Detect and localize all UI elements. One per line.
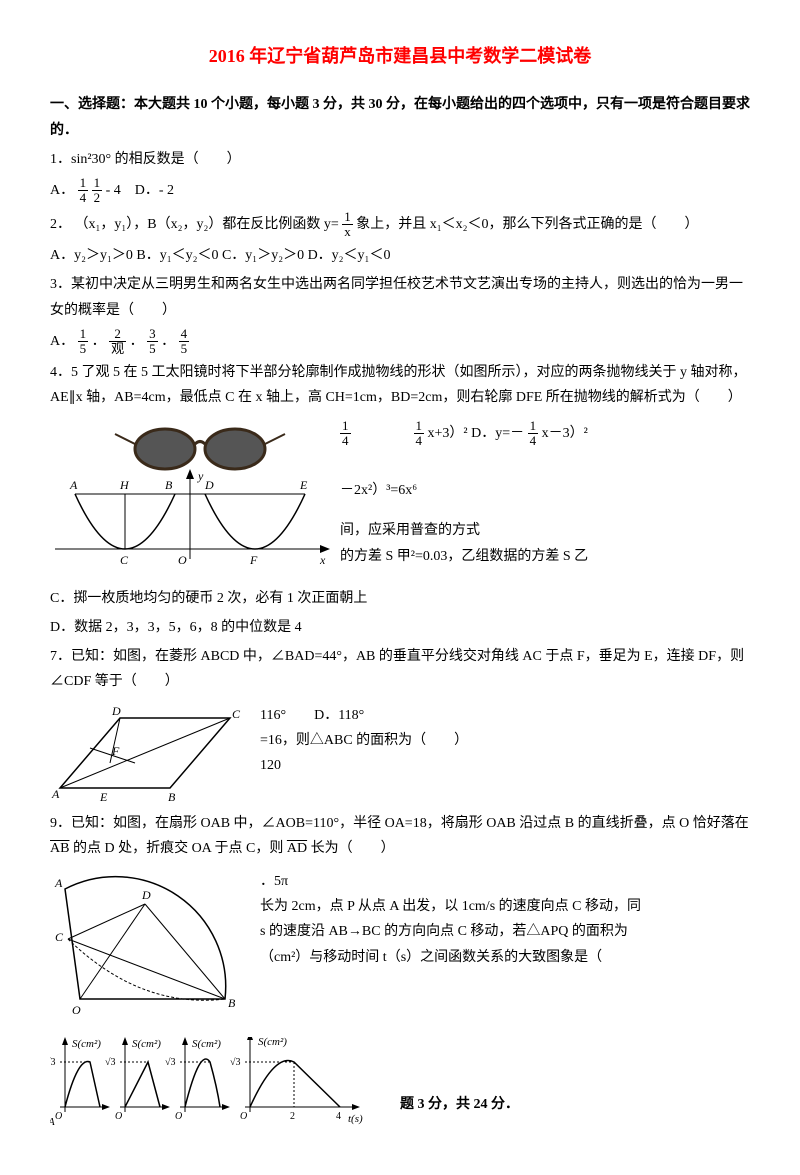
q3-options: A． 15 ． 2观 ． 35 ． 45 (50, 327, 750, 357)
svg-text:O: O (175, 1111, 182, 1122)
section1-header: 一、选择题：本大题共 10 个小题，每小题 3 分，共 30 分，在每小题给出的… (50, 92, 750, 142)
svg-text:A: A (50, 1116, 55, 1127)
svg-text:B: B (228, 996, 236, 1010)
q6-line2: 的方差 S 甲²=0.03，乙组数据的方差 S 乙 (340, 544, 588, 569)
q2: 2． （x₁，y₁），B（x₂，y₂）都在反比例函数 y= 1x 象上，并且 x… (50, 210, 750, 240)
q1: 1．sin²30° 的相反数是（ ） (50, 147, 750, 172)
dot: ． (161, 334, 175, 349)
frac: 12 (92, 176, 103, 206)
svg-text:√3: √3 (230, 1057, 241, 1068)
rhombus-figure: A B C D E F (50, 703, 250, 803)
q9-t1: 9．已知：如图，在扇形 OAB 中，∠AOB=110°，半径 OA=18，将扇形… (50, 816, 749, 831)
frac: 45 (179, 327, 190, 357)
svg-text:S(cm²): S(cm²) (132, 1038, 161, 1050)
q2-mid1: （x₁，y₁），B（x₂，y₂）都在反比例函数 y= (75, 217, 339, 232)
svg-text:S(cm²): S(cm²) (192, 1038, 221, 1050)
svg-text:B: B (165, 478, 173, 492)
q10-l3: （cm²）与移动时间 t（s）之间函数关系的大致图象是（ (260, 945, 641, 970)
frac: 14 (414, 419, 425, 449)
sunglasses-figure: y x A H B D E C O F (50, 419, 330, 569)
arc-AB: AB (50, 841, 69, 856)
svg-text:A: A (69, 478, 78, 492)
frac: 35 (147, 327, 158, 357)
svg-text:B: B (168, 790, 176, 803)
frac: 15 (78, 327, 89, 357)
svg-text:D: D (141, 888, 151, 902)
svg-text:E: E (299, 478, 308, 492)
svg-text:F: F (249, 553, 258, 567)
q10-l2: s 的速度沿 AB→BC 的方向向点 C 移动，若△APQ 的面积为 (260, 919, 641, 944)
q2-options: A．y₂＞y₁＞0 B．y₁＜y₂＜0 C．y₁＞y₂＞0 D．y₂＜y₁＜0 (50, 243, 750, 268)
frac: 1x (342, 210, 353, 240)
q10-l1: 长为 2cm，点 P 从点 A 出发，以 1cm/s 的速度向点 C 移动，同 (260, 894, 641, 919)
q9-opts: ．5π (260, 869, 641, 894)
q4: 4．5 了观 5 在 5 工太阳镜时将下半部分轮廓制作成抛物线的形状（如图所示）… (50, 360, 750, 410)
q8: =16，则△ABC 的面积为（ ） (260, 728, 468, 753)
svg-text:S(cm²): S(cm²) (72, 1038, 101, 1050)
svg-text:D: D (111, 704, 121, 718)
q8-opts: 120 (260, 753, 468, 778)
q1-options: A． 14 12 - 4 D．- 2 (50, 176, 750, 206)
q10-graphs: S(cm²) √3 O S(cm²) √3 O S(cm²) √3 O (50, 1037, 390, 1127)
svg-text:x: x (319, 553, 326, 567)
q1-optA-prefix: A． (50, 183, 74, 198)
svg-text:C: C (232, 707, 241, 721)
frac: 14 (78, 176, 89, 206)
svg-text:H: H (119, 478, 130, 492)
svg-text:2: 2 (290, 1111, 295, 1122)
svg-text:F: F (111, 744, 120, 758)
q9: 9．已知：如图，在扇形 OAB 中，∠AOB=110°，半径 OA=18，将扇形… (50, 811, 750, 861)
q3: 3．某初中决定从三明男生和两名女生中选出两名同学担任校艺术节文艺演出专场的主持人… (50, 272, 750, 322)
svg-text:t(s): t(s) (348, 1113, 363, 1125)
dot: ． (92, 334, 106, 349)
svg-text:E: E (99, 790, 108, 803)
page-title: 2016 年辽宁省葫芦岛市建昌县中考数学二模试卷 (50, 40, 750, 72)
q6-d: D．数据 2，3，3，5，6，8 的中位数是 4 (50, 615, 750, 640)
svg-text:C: C (55, 930, 64, 944)
q4-opt-line1: 14 14 x+3）² D．y=－ 14 x－3）² (340, 419, 588, 449)
svg-text:y: y (197, 469, 204, 483)
q6-line1: 间，应采用普查的方式 (340, 518, 588, 543)
frac: 14 (528, 419, 539, 449)
frac: 2观 (109, 327, 126, 357)
q3-optA: A． (50, 334, 74, 349)
svg-text:O: O (240, 1111, 247, 1122)
svg-text:√3: √3 (50, 1057, 56, 1068)
svg-text:O: O (178, 553, 187, 567)
svg-text:D: D (204, 478, 214, 492)
sector-figure: A D C O B (50, 869, 250, 1029)
svg-text:O: O (72, 1003, 81, 1017)
q1-optA-suffix: - 4 D．- 2 (106, 183, 174, 198)
svg-text:O: O (115, 1111, 122, 1122)
q2-prefix: 2． (50, 217, 71, 232)
svg-text:O: O (55, 1111, 62, 1122)
svg-text:C: C (120, 553, 129, 567)
frac: 14 (340, 419, 351, 449)
svg-text:S(cm²): S(cm²) (258, 1037, 287, 1048)
q7-figure-row: A B C D E F 116° D．118° =16，则△ABC 的面积为（ … (50, 703, 750, 803)
dot: ． (130, 334, 144, 349)
svg-text:A: A (51, 787, 60, 801)
svg-text:√3: √3 (105, 1057, 116, 1068)
q5: －2x²）³=6x⁶ (340, 478, 588, 503)
svg-text:√3: √3 (165, 1057, 176, 1068)
q10-graphs-row: S(cm²) √3 O S(cm²) √3 O S(cm²) √3 O (50, 1037, 750, 1127)
q9-t3: 长为（ ） (311, 841, 395, 856)
section2-header: 题 3 分，共 24 分． (400, 1097, 519, 1112)
q4-figure-row: y x A H B D E C O F 14 (50, 419, 750, 578)
arc-AD: AD (287, 841, 307, 856)
q6-c: C．掷一枚质地均匀的硬币 2 次，必有 1 次正面朝上 (50, 586, 750, 611)
q9-t2: 的点 D 处，折痕交 OA 于点 C，则 (73, 841, 287, 856)
svg-text:4: 4 (336, 1111, 341, 1122)
q7-opts: 116° D．118° (260, 703, 468, 728)
q7: 7．已知：如图，在菱形 ABCD 中，∠BAD=44°，AB 的垂直平分线交对角… (50, 644, 750, 694)
q9-figure-row: A D C O B ．5π 长为 2cm，点 P 从点 A 出发，以 1cm/s… (50, 869, 750, 1029)
svg-text:A: A (54, 876, 63, 890)
q2-mid2: 象上，并且 x₁＜x₂＜0，那么下列各式正确的是（ ） (356, 217, 698, 232)
text: x－3）² (542, 426, 588, 441)
text: x+3）² D．y=－ (428, 426, 525, 441)
